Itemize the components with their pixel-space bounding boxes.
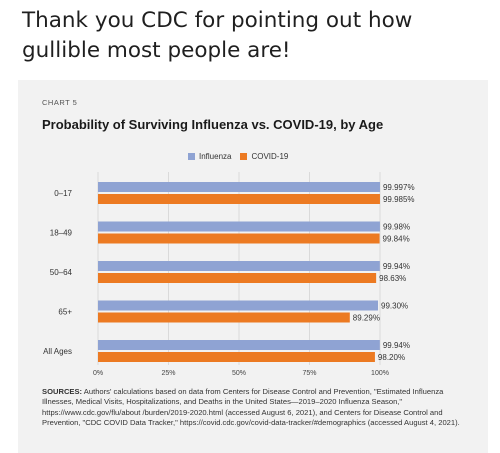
data-label: 99.985% bbox=[383, 195, 415, 204]
data-label: 89.29% bbox=[353, 314, 380, 323]
chart-sources: SOURCES: Authors' calculations based on … bbox=[42, 387, 462, 428]
data-label: 98.20% bbox=[378, 353, 405, 362]
legend-label-covid: COVID-19 bbox=[251, 151, 289, 161]
sources-text: Authors' calculations based on data from… bbox=[42, 387, 460, 427]
bar-influenza bbox=[98, 182, 380, 192]
x-tick-label: 100% bbox=[371, 370, 389, 377]
x-tick-label: 0% bbox=[93, 370, 103, 377]
bar-covid bbox=[98, 352, 375, 362]
legend-item-influenza: Influenza bbox=[188, 152, 231, 161]
bar-influenza bbox=[98, 221, 380, 232]
category-label: 65+ bbox=[58, 308, 72, 317]
bar-covid bbox=[98, 273, 377, 283]
data-label: 98.63% bbox=[379, 274, 406, 283]
chart-plot: 0% 25% 50% 75% 100% 0–17 99.997% 99.985% 18–49 99… bbox=[43, 172, 415, 377]
x-tick-label: 75% bbox=[302, 370, 316, 377]
chart-label: CHART 5 bbox=[42, 98, 78, 107]
category-label: 50–64 bbox=[50, 268, 73, 277]
category-label: All Ages bbox=[43, 347, 72, 356]
chart-card: CHART 5 Probability of Surviving Influen… bbox=[18, 80, 488, 453]
post-text: Thank you CDC for pointing out how gulli… bbox=[22, 8, 413, 63]
data-label: 99.94% bbox=[383, 341, 410, 350]
data-label: 99.84% bbox=[383, 235, 410, 244]
chart-title: Probability of Surviving Influenza vs. C… bbox=[42, 117, 384, 132]
legend-swatch-influenza bbox=[188, 152, 195, 160]
chart-legend: Influenza COVID-19 bbox=[188, 150, 297, 162]
data-label: 99.98% bbox=[383, 223, 410, 232]
data-label: 99.997% bbox=[383, 183, 415, 192]
x-tick-label: 25% bbox=[161, 370, 175, 377]
legend-item-covid: COVID-19 bbox=[240, 152, 288, 161]
bar-covid bbox=[98, 194, 380, 204]
x-tick-label: 50% bbox=[232, 370, 246, 377]
data-label: 99.30% bbox=[381, 302, 408, 311]
category-label: 0–17 bbox=[54, 189, 72, 198]
category-label: 18–49 bbox=[50, 229, 73, 238]
data-label: 99.94% bbox=[383, 262, 410, 271]
sources-label: SOURCES: bbox=[42, 387, 83, 396]
bar-influenza bbox=[98, 261, 380, 271]
legend-swatch-covid bbox=[240, 152, 248, 160]
bar-influenza bbox=[98, 300, 379, 311]
bar-influenza bbox=[98, 340, 380, 350]
legend-label-influenza: Influenza bbox=[199, 151, 232, 161]
bar-covid bbox=[98, 233, 380, 244]
bar-covid bbox=[98, 312, 350, 323]
